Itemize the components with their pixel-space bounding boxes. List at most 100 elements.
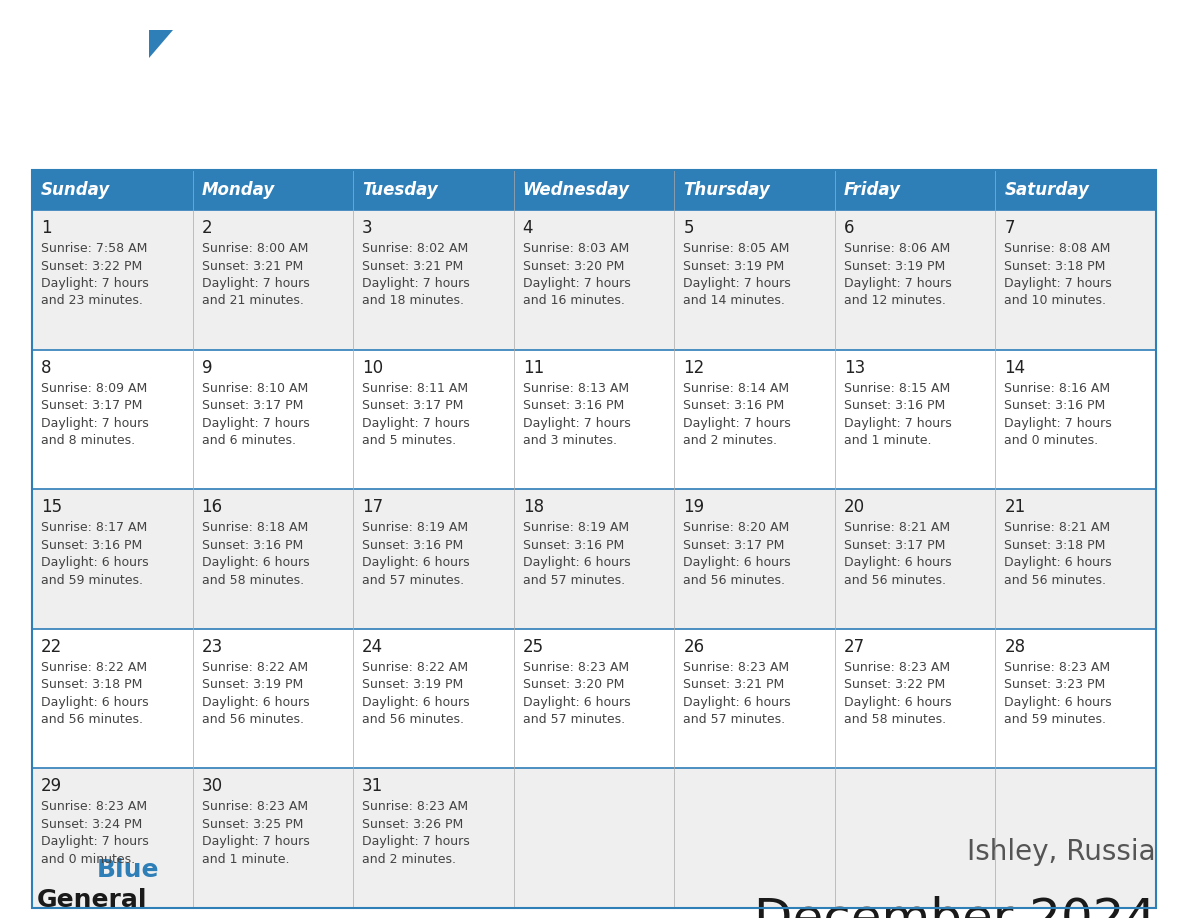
Text: Sunset: 3:19 PM: Sunset: 3:19 PM xyxy=(843,260,946,273)
Text: Daylight: 6 hours: Daylight: 6 hours xyxy=(42,696,148,709)
Text: and 5 minutes.: and 5 minutes. xyxy=(362,434,456,447)
Text: Sunrise: 8:23 AM: Sunrise: 8:23 AM xyxy=(843,661,950,674)
Text: Sunrise: 8:21 AM: Sunrise: 8:21 AM xyxy=(843,521,950,534)
Bar xyxy=(675,170,835,210)
Text: Sunset: 3:16 PM: Sunset: 3:16 PM xyxy=(202,539,303,552)
Text: Sunrise: 8:22 AM: Sunrise: 8:22 AM xyxy=(42,661,147,674)
Text: Sunset: 3:18 PM: Sunset: 3:18 PM xyxy=(42,678,143,691)
Text: Sunrise: 8:17 AM: Sunrise: 8:17 AM xyxy=(42,521,147,534)
Text: Daylight: 6 hours: Daylight: 6 hours xyxy=(843,696,952,709)
Text: 18: 18 xyxy=(523,498,544,516)
Text: 1: 1 xyxy=(42,219,51,237)
Text: Sunset: 3:22 PM: Sunset: 3:22 PM xyxy=(42,260,143,273)
Text: Daylight: 7 hours: Daylight: 7 hours xyxy=(523,277,631,290)
Text: Sunrise: 8:08 AM: Sunrise: 8:08 AM xyxy=(1004,242,1111,255)
Text: 29: 29 xyxy=(42,778,62,795)
Bar xyxy=(32,210,1156,350)
Text: Daylight: 6 hours: Daylight: 6 hours xyxy=(843,556,952,569)
Text: and 3 minutes.: and 3 minutes. xyxy=(523,434,617,447)
Text: and 14 minutes.: and 14 minutes. xyxy=(683,295,785,308)
Text: Daylight: 7 hours: Daylight: 7 hours xyxy=(843,277,952,290)
Text: Sunrise: 7:58 AM: Sunrise: 7:58 AM xyxy=(42,242,147,255)
Bar xyxy=(32,350,1156,489)
Text: 8: 8 xyxy=(42,359,51,376)
Text: Daylight: 6 hours: Daylight: 6 hours xyxy=(1004,556,1112,569)
Text: Friday: Friday xyxy=(843,181,901,199)
Text: 15: 15 xyxy=(42,498,62,516)
Polygon shape xyxy=(148,30,173,58)
Text: and 21 minutes.: and 21 minutes. xyxy=(202,295,303,308)
Text: 7: 7 xyxy=(1004,219,1015,237)
Bar xyxy=(353,170,513,210)
Text: Daylight: 6 hours: Daylight: 6 hours xyxy=(42,556,148,569)
Text: and 8 minutes.: and 8 minutes. xyxy=(42,434,135,447)
Text: and 58 minutes.: and 58 minutes. xyxy=(202,574,304,587)
Text: and 56 minutes.: and 56 minutes. xyxy=(202,713,304,726)
Text: Sunset: 3:21 PM: Sunset: 3:21 PM xyxy=(362,260,463,273)
Bar xyxy=(32,170,192,210)
Text: Sunset: 3:25 PM: Sunset: 3:25 PM xyxy=(202,818,303,831)
Text: Daylight: 6 hours: Daylight: 6 hours xyxy=(1004,696,1112,709)
Bar xyxy=(513,170,675,210)
Text: Daylight: 7 hours: Daylight: 7 hours xyxy=(362,835,470,848)
Text: and 23 minutes.: and 23 minutes. xyxy=(42,295,143,308)
Text: Ishley, Russia: Ishley, Russia xyxy=(967,838,1156,866)
Text: Sunset: 3:18 PM: Sunset: 3:18 PM xyxy=(1004,539,1106,552)
Text: Daylight: 7 hours: Daylight: 7 hours xyxy=(42,417,148,430)
Text: Sunset: 3:19 PM: Sunset: 3:19 PM xyxy=(202,678,303,691)
Text: Sunrise: 8:02 AM: Sunrise: 8:02 AM xyxy=(362,242,468,255)
Text: and 56 minutes.: and 56 minutes. xyxy=(683,574,785,587)
Text: Sunset: 3:16 PM: Sunset: 3:16 PM xyxy=(1004,399,1106,412)
Text: 13: 13 xyxy=(843,359,865,376)
Text: Daylight: 6 hours: Daylight: 6 hours xyxy=(683,696,791,709)
Text: and 58 minutes.: and 58 minutes. xyxy=(843,713,946,726)
Text: General: General xyxy=(37,888,147,912)
Text: Sunrise: 8:23 AM: Sunrise: 8:23 AM xyxy=(683,661,789,674)
Text: Thursday: Thursday xyxy=(683,181,770,199)
Text: 2: 2 xyxy=(202,219,213,237)
Text: Daylight: 7 hours: Daylight: 7 hours xyxy=(362,417,470,430)
Text: Sunset: 3:16 PM: Sunset: 3:16 PM xyxy=(523,539,624,552)
Text: 20: 20 xyxy=(843,498,865,516)
Text: 21: 21 xyxy=(1004,498,1025,516)
Text: Sunrise: 8:15 AM: Sunrise: 8:15 AM xyxy=(843,382,950,395)
Bar xyxy=(32,629,1156,768)
Text: 3: 3 xyxy=(362,219,373,237)
Text: Daylight: 6 hours: Daylight: 6 hours xyxy=(683,556,791,569)
Text: Daylight: 7 hours: Daylight: 7 hours xyxy=(202,835,309,848)
Text: Sunrise: 8:11 AM: Sunrise: 8:11 AM xyxy=(362,382,468,395)
Text: Sunset: 3:16 PM: Sunset: 3:16 PM xyxy=(843,399,946,412)
Text: and 56 minutes.: and 56 minutes. xyxy=(1004,574,1106,587)
Text: Sunrise: 8:10 AM: Sunrise: 8:10 AM xyxy=(202,382,308,395)
Text: Daylight: 6 hours: Daylight: 6 hours xyxy=(362,696,469,709)
Bar xyxy=(32,489,1156,629)
Text: Sunrise: 8:20 AM: Sunrise: 8:20 AM xyxy=(683,521,790,534)
Bar xyxy=(192,170,353,210)
Text: Sunrise: 8:23 AM: Sunrise: 8:23 AM xyxy=(362,800,468,813)
Text: Sunrise: 8:21 AM: Sunrise: 8:21 AM xyxy=(1004,521,1111,534)
Text: 9: 9 xyxy=(202,359,213,376)
Text: and 1 minute.: and 1 minute. xyxy=(843,434,931,447)
Text: 10: 10 xyxy=(362,359,384,376)
Text: Sunset: 3:16 PM: Sunset: 3:16 PM xyxy=(523,399,624,412)
Text: and 0 minutes.: and 0 minutes. xyxy=(42,853,135,866)
Text: 16: 16 xyxy=(202,498,222,516)
Text: Tuesday: Tuesday xyxy=(362,181,438,199)
Text: 28: 28 xyxy=(1004,638,1025,655)
Text: Daylight: 6 hours: Daylight: 6 hours xyxy=(523,556,631,569)
Text: Sunset: 3:16 PM: Sunset: 3:16 PM xyxy=(362,539,463,552)
Text: Sunrise: 8:23 AM: Sunrise: 8:23 AM xyxy=(1004,661,1111,674)
Text: and 57 minutes.: and 57 minutes. xyxy=(523,713,625,726)
Text: Sunrise: 8:14 AM: Sunrise: 8:14 AM xyxy=(683,382,789,395)
Text: 17: 17 xyxy=(362,498,384,516)
Text: Daylight: 7 hours: Daylight: 7 hours xyxy=(42,277,148,290)
Text: Sunset: 3:23 PM: Sunset: 3:23 PM xyxy=(1004,678,1106,691)
Text: Daylight: 7 hours: Daylight: 7 hours xyxy=(523,417,631,430)
Text: Saturday: Saturday xyxy=(1004,181,1089,199)
Text: Daylight: 7 hours: Daylight: 7 hours xyxy=(202,417,309,430)
Text: Sunset: 3:21 PM: Sunset: 3:21 PM xyxy=(202,260,303,273)
Text: 14: 14 xyxy=(1004,359,1025,376)
Text: Daylight: 7 hours: Daylight: 7 hours xyxy=(843,417,952,430)
Text: Sunrise: 8:05 AM: Sunrise: 8:05 AM xyxy=(683,242,790,255)
Text: Sunrise: 8:22 AM: Sunrise: 8:22 AM xyxy=(202,661,308,674)
